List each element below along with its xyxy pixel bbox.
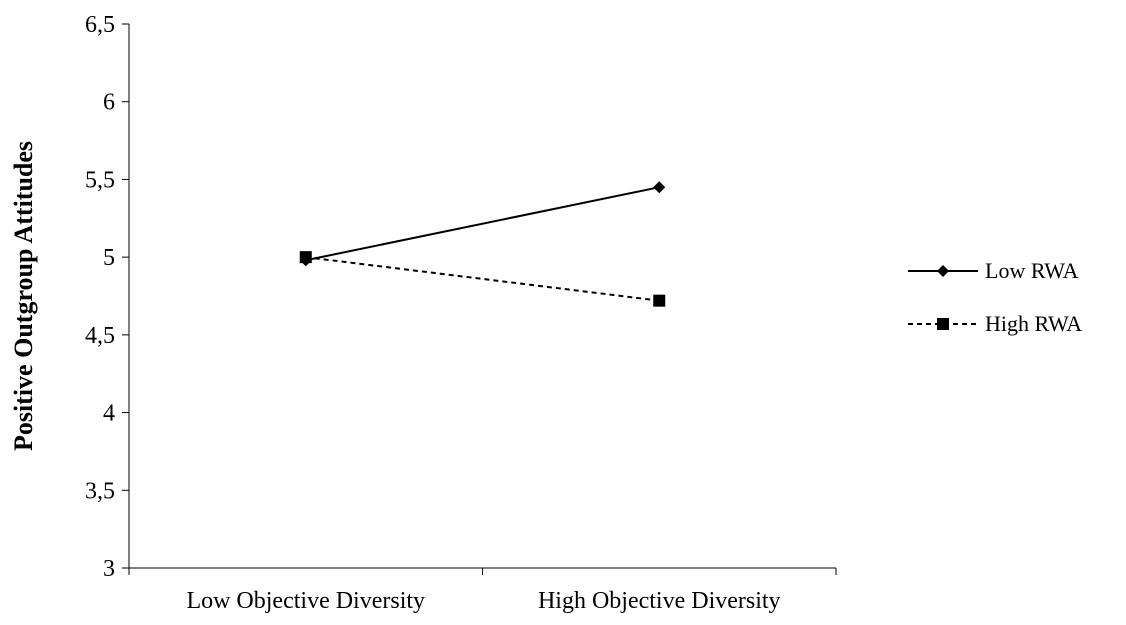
y-tick-label: 4,5 — [85, 323, 115, 349]
data-point-high-rwa — [299, 251, 312, 264]
axes — [128, 24, 836, 569]
series-line-high-rwa — [305, 256, 660, 302]
y-tick-label: 3,5 — [85, 478, 115, 504]
legend-label-low-rwa: Low RWA — [985, 258, 1079, 283]
y-tick-label: 6,5 — [85, 12, 115, 38]
y-ticks: 3 3,5 4 4,5 5 5,5 6 6,5 — [85, 12, 129, 582]
y-tick-label: 5 — [103, 245, 115, 271]
y-tick-label: 6 — [103, 90, 115, 116]
y-tick-label: 5,5 — [85, 167, 115, 193]
data-point-high-rwa — [653, 294, 666, 307]
series-line-low-rwa — [305, 186, 660, 262]
y-tick-label: 4 — [103, 401, 115, 427]
y-axis-title: Positive Outgroup Attitudes — [9, 141, 38, 451]
x-category-label: Low Objective Diversity — [186, 588, 425, 614]
data-point-low-rwa — [653, 181, 666, 194]
legend: Low RWA High RWA — [908, 258, 1082, 336]
x-ticks: Low Objective Diversity High Objective Di… — [128, 568, 837, 614]
y-tick-label: 3 — [103, 556, 115, 582]
series-group — [299, 181, 666, 307]
legend-marker-low-rwa — [937, 265, 949, 277]
x-category-label: High Objective Diversity — [538, 588, 781, 614]
legend-marker-high-rwa — [937, 318, 949, 330]
legend-label-high-rwa: High RWA — [985, 311, 1082, 336]
